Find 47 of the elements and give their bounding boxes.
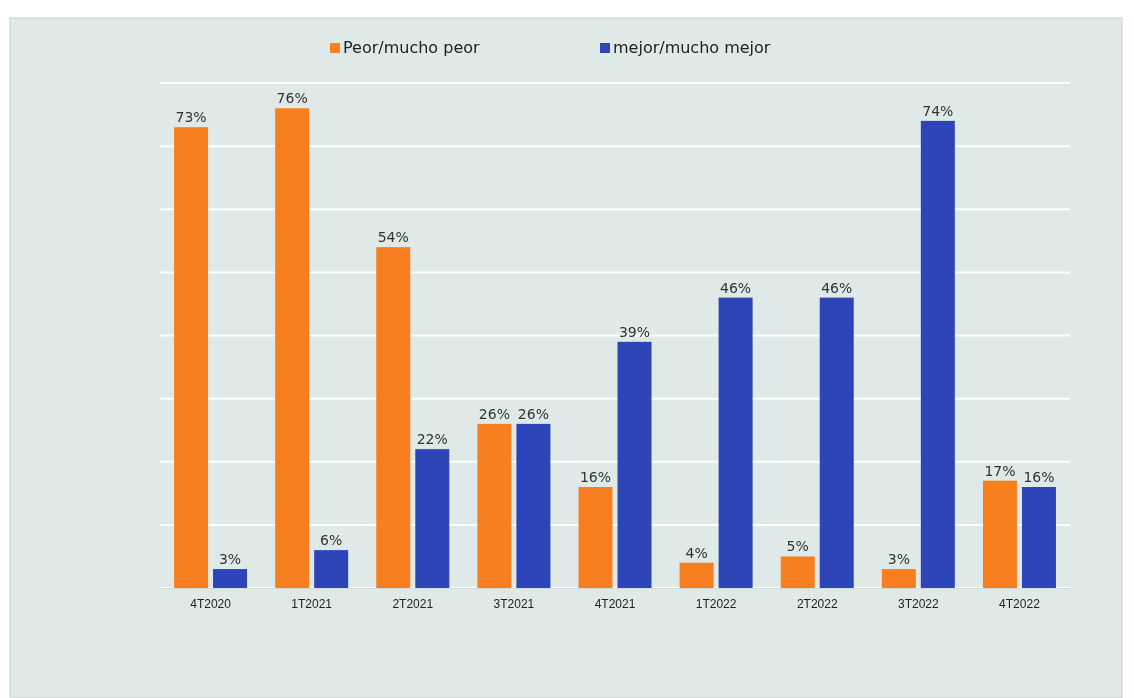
x-tick-label: 4T2022 bbox=[999, 596, 1041, 611]
data-label: 46% bbox=[720, 279, 752, 296]
data-label: 76% bbox=[276, 90, 308, 107]
bar bbox=[477, 423, 512, 588]
x-tick-label: 1T2021 bbox=[291, 596, 333, 611]
x-tick-label: 3T2021 bbox=[493, 596, 535, 611]
data-label: 16% bbox=[1023, 469, 1055, 485]
bar bbox=[982, 480, 1017, 588]
data-label: 17% bbox=[984, 462, 1016, 479]
bar bbox=[780, 556, 815, 588]
x-tick-label: 2T2021 bbox=[392, 596, 434, 611]
x-tick-label: 2T2022 bbox=[796, 596, 838, 611]
legend-label: mejor/mucho mejor bbox=[613, 38, 771, 57]
bar bbox=[174, 127, 209, 588]
data-label: 3% bbox=[887, 551, 910, 568]
bar bbox=[415, 449, 450, 588]
data-label: 26% bbox=[478, 405, 510, 422]
bar bbox=[516, 423, 551, 588]
bar bbox=[578, 487, 613, 588]
bar bbox=[920, 120, 955, 588]
x-tick-label: 4T2021 bbox=[594, 596, 636, 611]
bar bbox=[376, 247, 411, 588]
data-label: 54% bbox=[377, 229, 409, 246]
bar bbox=[718, 297, 753, 588]
data-label: 16% bbox=[579, 469, 612, 485]
data-label: 6% bbox=[320, 532, 343, 549]
data-label: 46% bbox=[821, 279, 853, 296]
bar bbox=[213, 569, 248, 588]
data-label: 3% bbox=[218, 551, 242, 568]
x-tick-label: 4T2020 bbox=[190, 596, 232, 611]
bar bbox=[881, 569, 916, 588]
data-label: 39% bbox=[618, 323, 651, 340]
data-label: 5% bbox=[786, 538, 809, 555]
legend-label: Peor/mucho peor bbox=[343, 38, 481, 57]
x-tick-label: 1T2022 bbox=[695, 596, 737, 611]
data-label: 74% bbox=[922, 102, 954, 119]
bar bbox=[617, 341, 652, 588]
data-label: 73% bbox=[175, 109, 207, 126]
data-label: 26% bbox=[517, 405, 549, 422]
data-label: 4% bbox=[685, 544, 708, 561]
bar bbox=[819, 297, 854, 588]
x-tick-label: 3T2022 bbox=[897, 596, 940, 611]
bar bbox=[679, 562, 714, 588]
data-label: 22% bbox=[416, 431, 448, 448]
bar bbox=[275, 108, 310, 588]
bar bbox=[1021, 487, 1056, 588]
bar bbox=[314, 550, 349, 588]
